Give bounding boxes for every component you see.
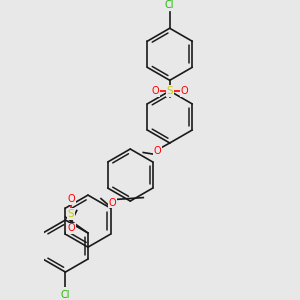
Text: O: O	[154, 146, 162, 156]
Text: Cl: Cl	[165, 1, 175, 10]
Text: O: O	[67, 194, 75, 204]
Text: S: S	[167, 86, 173, 96]
Text: O: O	[181, 86, 188, 96]
Text: S: S	[68, 209, 74, 219]
Text: O: O	[109, 198, 116, 208]
Text: O: O	[67, 224, 75, 233]
Text: Cl: Cl	[61, 290, 70, 300]
Text: O: O	[151, 86, 159, 96]
